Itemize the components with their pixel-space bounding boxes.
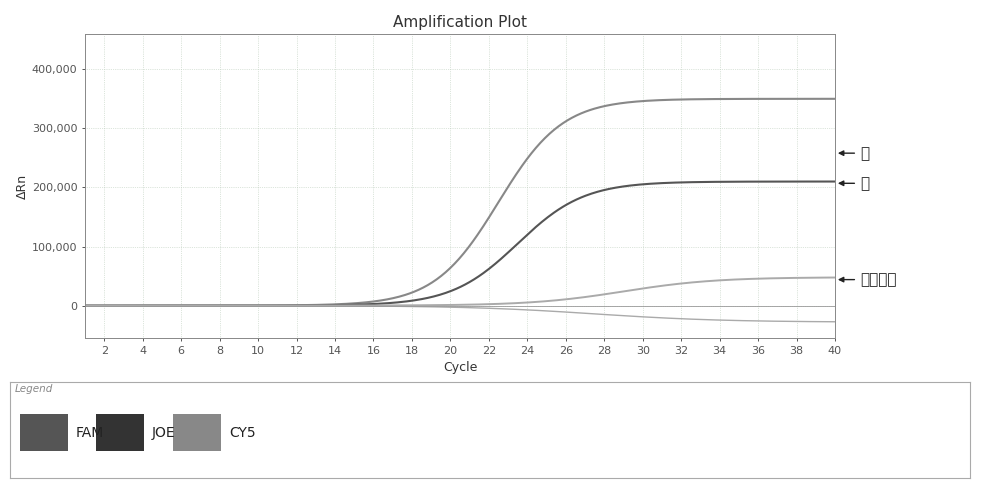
Text: CY5: CY5 bbox=[229, 426, 256, 440]
Text: 内标质控: 内标质控 bbox=[839, 272, 896, 287]
Bar bbox=[96, 414, 144, 451]
Text: FAM: FAM bbox=[75, 426, 104, 440]
Text: Legend: Legend bbox=[15, 384, 53, 395]
Title: Amplification Plot: Amplification Plot bbox=[393, 15, 527, 30]
Bar bbox=[20, 414, 68, 451]
Text: 牛: 牛 bbox=[839, 176, 869, 191]
Bar bbox=[173, 414, 221, 451]
Text: JOE: JOE bbox=[152, 426, 176, 440]
Text: 龟: 龟 bbox=[839, 146, 869, 161]
X-axis label: Cycle: Cycle bbox=[443, 361, 477, 374]
Y-axis label: ΔRn: ΔRn bbox=[16, 173, 29, 199]
